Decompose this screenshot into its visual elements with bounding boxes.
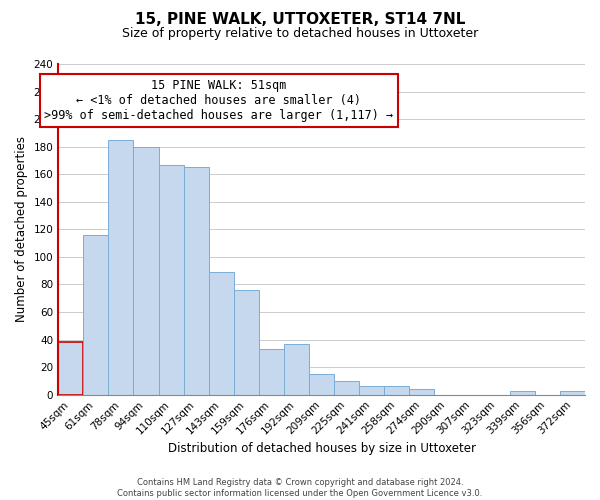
Bar xyxy=(385,386,409,394)
Bar xyxy=(109,140,133,394)
Bar xyxy=(409,389,434,394)
Bar xyxy=(158,164,184,394)
Bar xyxy=(259,350,284,395)
Text: Size of property relative to detached houses in Uttoxeter: Size of property relative to detached ho… xyxy=(122,28,478,40)
Bar xyxy=(58,342,83,394)
Bar xyxy=(510,390,535,394)
Bar xyxy=(83,235,109,394)
Y-axis label: Number of detached properties: Number of detached properties xyxy=(15,136,28,322)
Text: Contains HM Land Registry data © Crown copyright and database right 2024.
Contai: Contains HM Land Registry data © Crown c… xyxy=(118,478,482,498)
Bar xyxy=(334,381,359,394)
Bar xyxy=(234,290,259,395)
Bar xyxy=(184,168,209,394)
Bar xyxy=(284,344,309,394)
Text: 15, PINE WALK, UTTOXETER, ST14 7NL: 15, PINE WALK, UTTOXETER, ST14 7NL xyxy=(135,12,465,28)
Bar xyxy=(309,374,334,394)
X-axis label: Distribution of detached houses by size in Uttoxeter: Distribution of detached houses by size … xyxy=(167,442,476,455)
Text: 15 PINE WALK: 51sqm
← <1% of detached houses are smaller (4)
>99% of semi-detach: 15 PINE WALK: 51sqm ← <1% of detached ho… xyxy=(44,79,394,122)
Bar xyxy=(560,390,585,394)
Bar xyxy=(209,272,234,394)
Bar xyxy=(359,386,385,394)
Bar xyxy=(133,146,158,394)
